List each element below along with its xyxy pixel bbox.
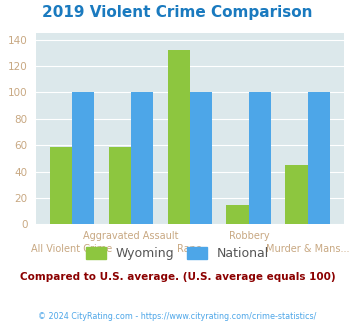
Bar <box>131 92 153 224</box>
Bar <box>168 50 190 224</box>
Text: © 2024 CityRating.com - https://www.cityrating.com/crime-statistics/: © 2024 CityRating.com - https://www.city… <box>38 312 317 321</box>
Bar <box>190 92 212 224</box>
Text: Compared to U.S. average. (U.S. average equals 100): Compared to U.S. average. (U.S. average … <box>20 272 335 282</box>
Bar <box>285 165 308 224</box>
Bar <box>50 147 72 224</box>
Legend: Wyoming, National: Wyoming, National <box>81 242 274 265</box>
Text: 2019 Violent Crime Comparison: 2019 Violent Crime Comparison <box>42 5 313 20</box>
Bar <box>226 205 249 224</box>
Bar <box>249 92 271 224</box>
Bar <box>109 147 131 224</box>
Bar <box>72 92 94 224</box>
Bar <box>308 92 330 224</box>
